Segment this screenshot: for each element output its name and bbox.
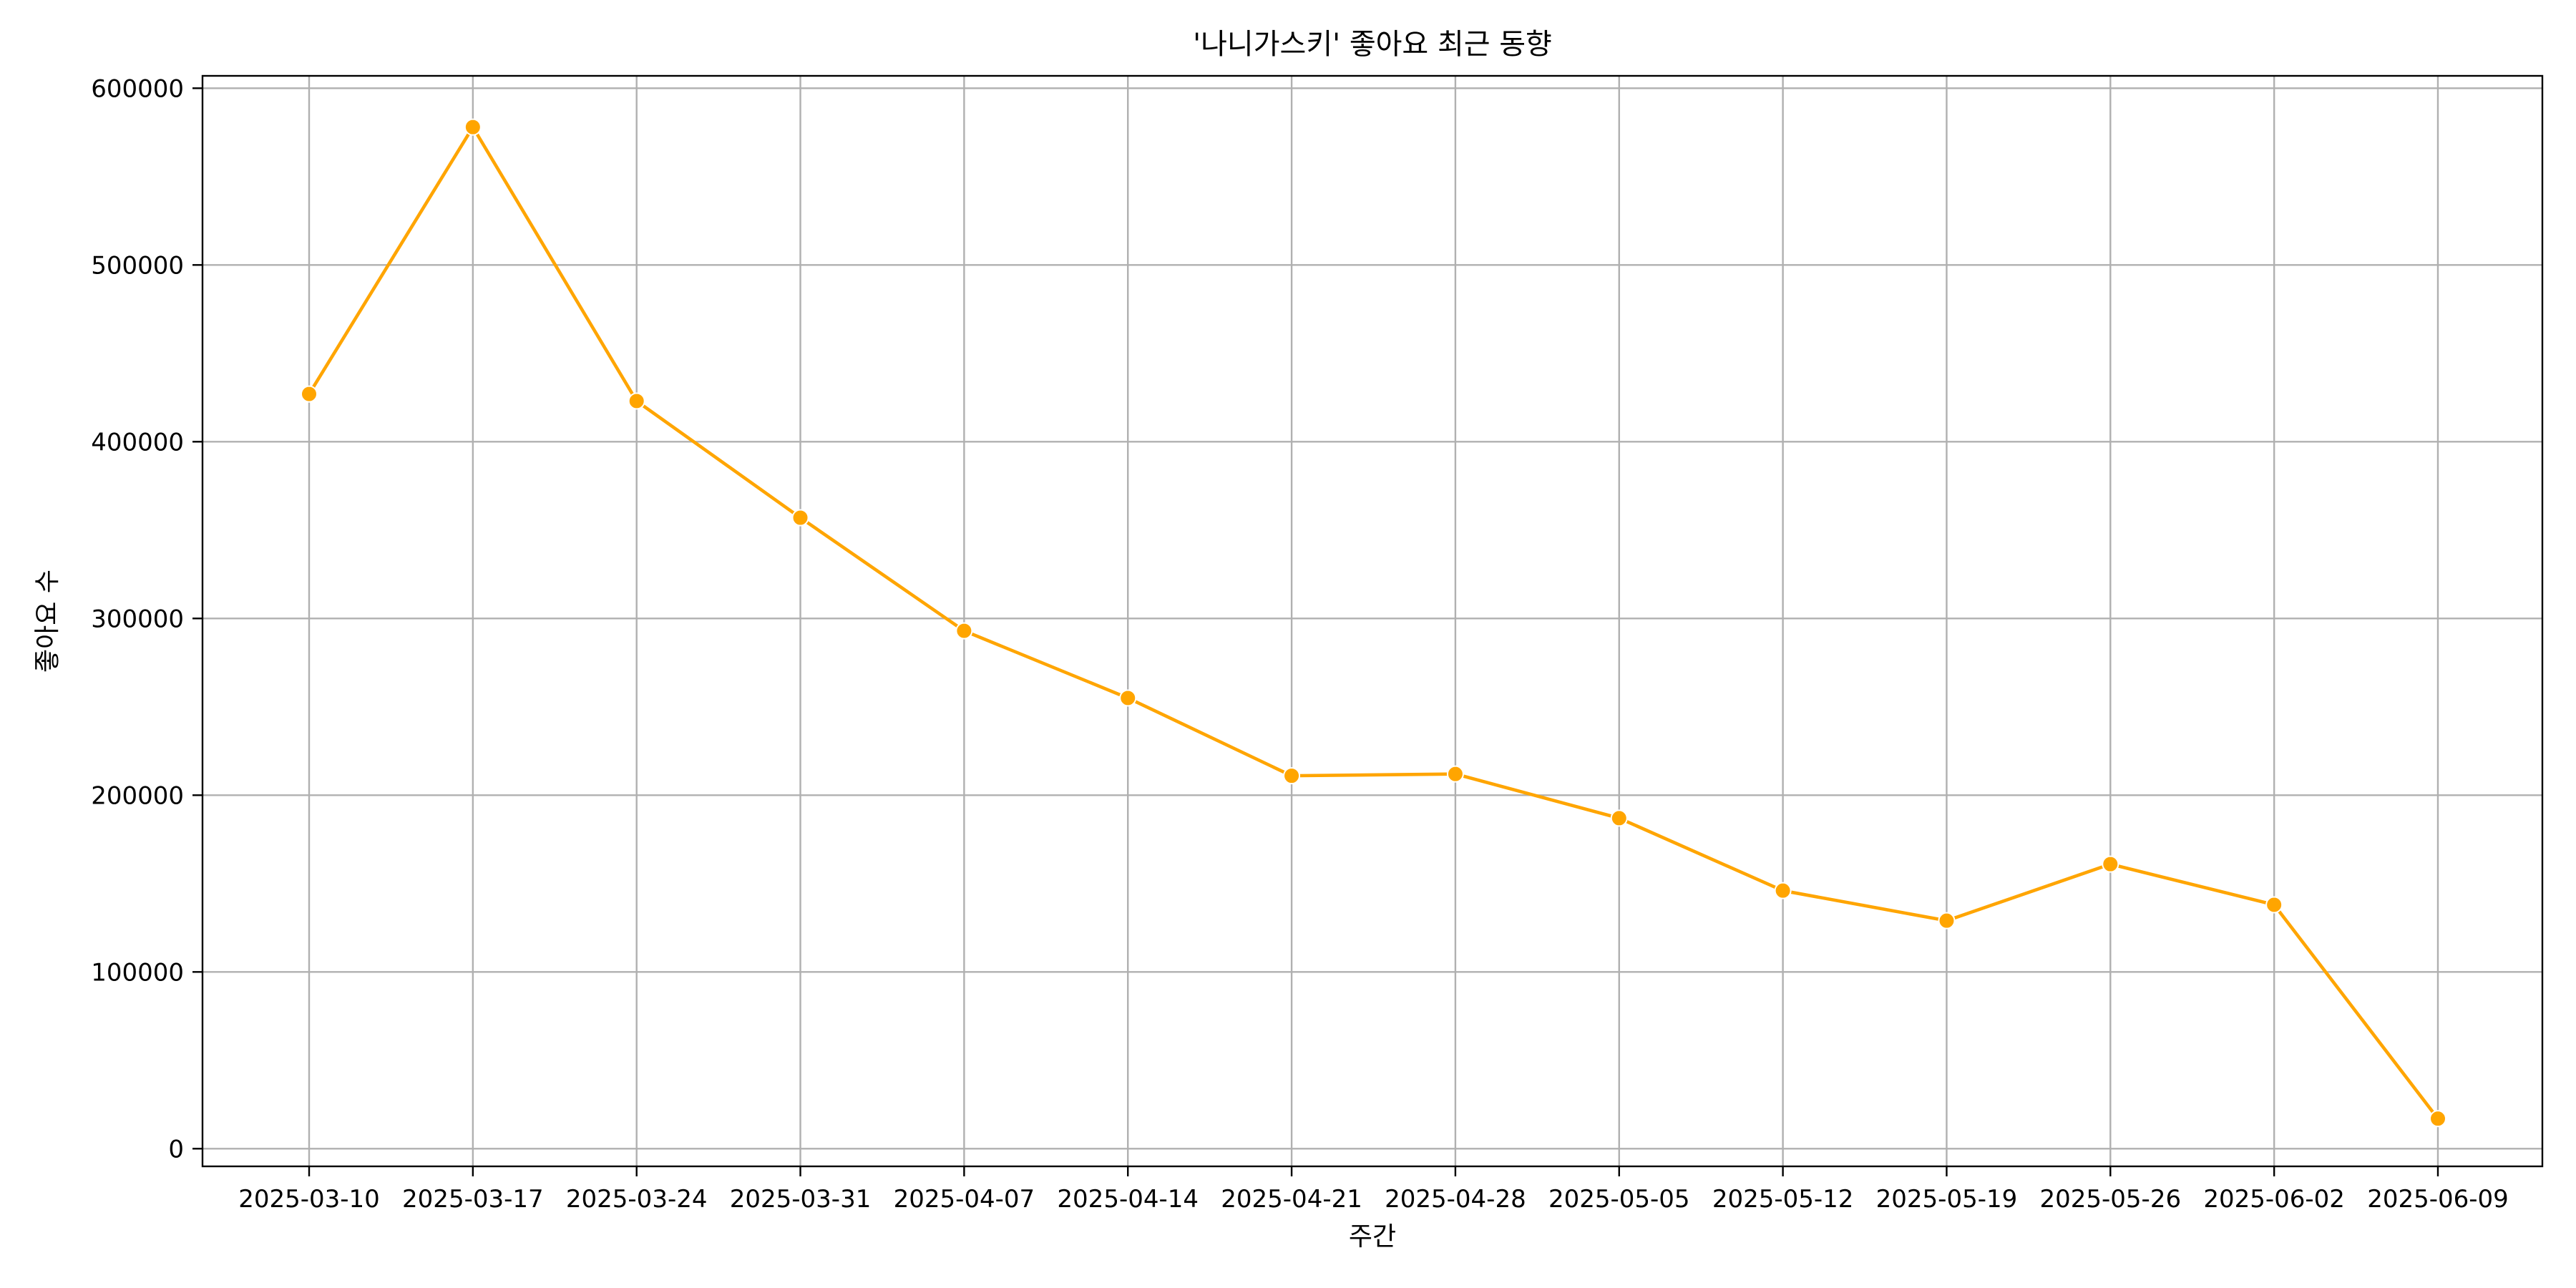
data-point [2102, 855, 2119, 873]
y-axis-label: 좋아요 수 [33, 570, 62, 673]
data-point [1938, 912, 1956, 930]
data-point [464, 118, 482, 136]
x-tick-label: 2025-05-19 [1876, 1185, 2018, 1214]
y-tick-label: 300000 [91, 605, 184, 633]
data-point [2265, 896, 2283, 914]
x-tick-label: 2025-04-28 [1385, 1185, 1526, 1214]
x-tick-label: 2025-04-07 [894, 1185, 1035, 1214]
x-tick-label: 2025-06-02 [2203, 1185, 2345, 1214]
x-tick-label: 2025-05-26 [2040, 1185, 2182, 1214]
x-tick-label: 2025-04-21 [1221, 1185, 1362, 1214]
y-tick-label: 500000 [91, 251, 184, 280]
chart-title: '나니가스키' 좋아요 최근 동향 [1193, 28, 1552, 61]
x-tick-label: 2025-05-05 [1548, 1185, 1690, 1214]
x-tick-label: 2025-05-12 [1712, 1185, 1854, 1214]
data-point [1119, 689, 1137, 707]
x-tick-label: 2025-03-17 [402, 1185, 544, 1214]
data-point [1610, 809, 1628, 827]
data-point [1774, 882, 1792, 899]
y-tick-label: 600000 [91, 74, 184, 103]
y-tick-label: 200000 [91, 781, 184, 810]
y-tick-label: 400000 [91, 428, 184, 457]
series-line [308, 125, 2439, 1120]
y-axis: 0 100000 200000 300000 400000 500000 600000 [91, 74, 203, 1163]
x-tick-label: 2025-03-31 [730, 1185, 872, 1214]
data-point [1446, 765, 1464, 783]
x-tick-label: 2025-03-24 [566, 1185, 708, 1214]
x-tick-label: 2025-03-10 [238, 1185, 380, 1214]
data-point [628, 392, 645, 410]
x-tick-label: 2025-04-14 [1057, 1185, 1199, 1214]
data-point [1283, 767, 1301, 785]
y-tick-label: 100000 [91, 958, 184, 987]
data-point [301, 385, 318, 403]
grid [203, 76, 2542, 1166]
plot-frame [201, 74, 2544, 1168]
series-group [301, 118, 2446, 1128]
y-tick-label: 0 [168, 1135, 184, 1163]
x-axis-label: 주간 [1349, 1222, 1396, 1252]
data-point [2429, 1110, 2446, 1128]
data-point [791, 509, 809, 527]
x-tick-label: 2025-06-09 [2367, 1185, 2509, 1214]
data-point [955, 622, 973, 640]
x-axis: 2025-03-10 2025-03-17 2025-03-24 2025-03-31… [238, 1166, 2509, 1214]
